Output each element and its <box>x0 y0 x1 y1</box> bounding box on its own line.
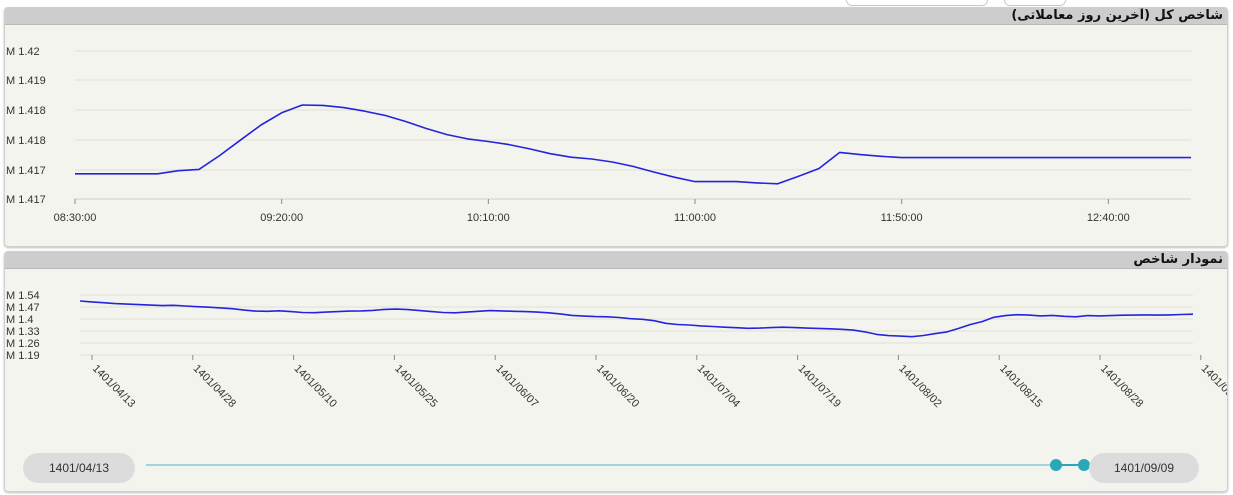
x-tick-label: 1401/08/28 <box>1098 363 1145 410</box>
y-tick-label: M 1.418 <box>6 135 46 147</box>
x-tick-label: 1401/09 <box>1199 363 1227 400</box>
y-tick-label: M 1.42 <box>6 46 40 58</box>
top-tabs <box>846 0 1066 6</box>
range-start-label[interactable]: 1401/04/13 <box>23 453 135 483</box>
y-tick-label: M 1.417 <box>6 194 46 206</box>
top-tab[interactable] <box>1004 0 1066 6</box>
y-tick-label: M 1.19 <box>6 350 40 362</box>
y-tick-label: M 1.418 <box>6 105 46 117</box>
x-tick-label: 1401/04/28 <box>191 363 238 410</box>
panel-title: شاخص کل (آخرین روز معاملاتی) <box>5 8 1227 25</box>
index-history-panel: نمودار شاخص M 1.54 M 1.47 M 1.4 M 1.33 M 1.2… <box>4 251 1228 492</box>
x-tick-label: 1401/07/04 <box>695 363 742 410</box>
y-tick-label: M 1.33 <box>6 326 40 338</box>
x-tick-label: 1401/05/10 <box>291 363 338 410</box>
range-end-handle[interactable] <box>1078 459 1090 471</box>
intraday-index-panel: شاخص کل (آخرین روز معاملاتی) M 1.42 M 1.4… <box>4 7 1228 247</box>
x-tick-label: 1401/06/07 <box>493 363 540 410</box>
x-tick-label: 1401/04/13 <box>90 363 137 410</box>
x-tick-label: 08:30:00 <box>54 212 97 224</box>
range-end-label[interactable]: 1401/09/09 <box>1089 453 1199 483</box>
panel-title: نمودار شاخص <box>5 252 1227 269</box>
y-tick-label: M 1.4 <box>6 314 34 326</box>
y-tick-label: M 1.419 <box>6 75 46 87</box>
x-tick-label: 12:40:00 <box>1087 212 1130 224</box>
index-history-chart: M 1.54M 1.47M 1.4M 1.33M 1.26M 1.19 1401/… <box>6 290 1227 471</box>
top-tab[interactable] <box>846 0 988 6</box>
x-tick-label: 1401/06/20 <box>594 363 641 410</box>
x-tick-label: 09:20:00 <box>260 212 303 224</box>
x-tick-label: 1401/08/15 <box>997 363 1044 410</box>
x-tick-label: 11:50:00 <box>881 212 923 224</box>
y-tick-label: M 1.47 <box>6 302 40 314</box>
x-tick-label: 1401/07/19 <box>795 363 842 410</box>
x-tick-label: 1401/08/02 <box>896 363 943 410</box>
x-tick-label: 11:00:00 <box>674 212 716 224</box>
index-line <box>75 104 1191 185</box>
range-start-handle[interactable] <box>1050 459 1062 471</box>
x-tick-label: 1401/05/25 <box>392 363 439 410</box>
intraday-index-chart: M 1.42 M 1.419 M 1.418 M 1.418 M 1.417 M 1.41… <box>6 46 1191 224</box>
y-tick-label: M 1.26 <box>6 338 40 350</box>
y-tick-label: M 1.54 <box>6 290 40 302</box>
x-tick-label: 10:10:00 <box>467 212 510 224</box>
index-line <box>79 300 1194 338</box>
y-tick-label: M 1.417 <box>6 165 46 177</box>
